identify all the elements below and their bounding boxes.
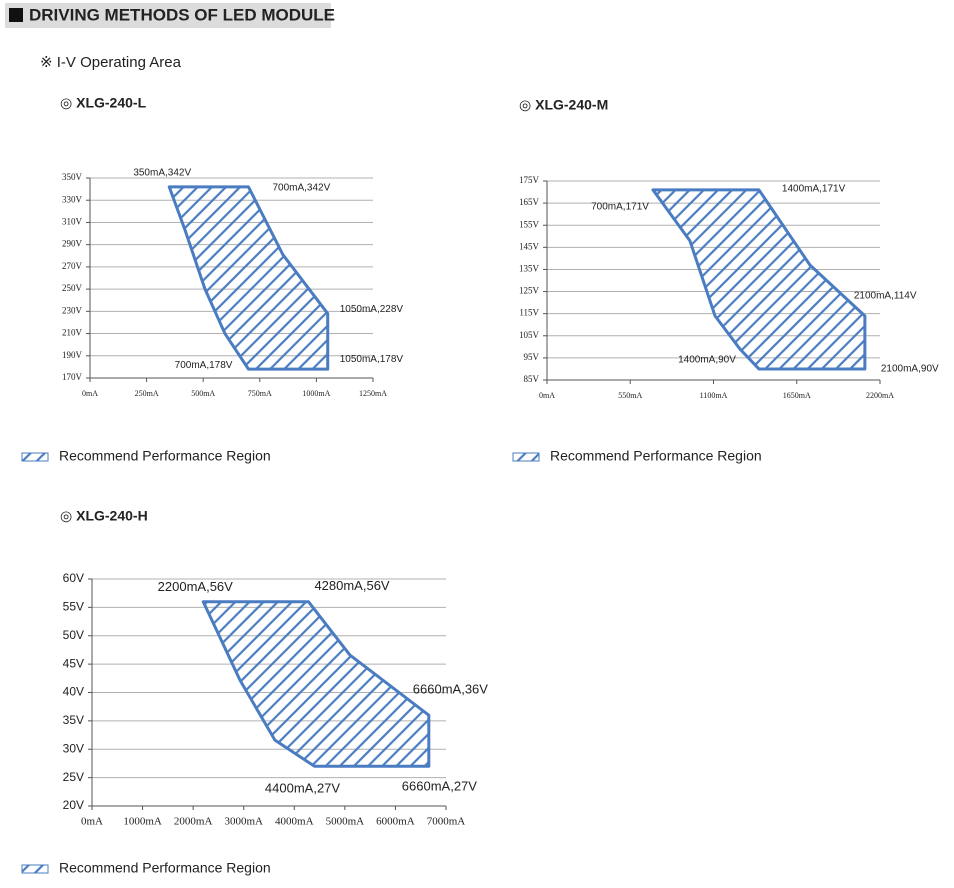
y-tick-label: 40V bbox=[63, 685, 84, 699]
x-tick-label: 750mA bbox=[248, 389, 272, 398]
y-tick-label: 60V bbox=[63, 571, 84, 585]
annotation: 1050mA,178V bbox=[340, 354, 404, 365]
y-tick-label: 30V bbox=[63, 741, 84, 755]
annotation: 700mA,342V bbox=[272, 183, 330, 194]
x-tick-label: 0mA bbox=[81, 816, 103, 828]
y-tick-label: 165V bbox=[519, 197, 540, 207]
y-tick-label: 155V bbox=[519, 219, 540, 229]
page-title: DRIVING METHODS OF LED MODULE bbox=[29, 5, 335, 24]
y-tick-label: 290V bbox=[62, 239, 83, 249]
x-tick-label: 3000mA bbox=[224, 816, 263, 828]
y-tick-label: 210V bbox=[62, 328, 83, 338]
title-bullet bbox=[9, 8, 23, 22]
y-tick-label: 95V bbox=[524, 352, 540, 362]
y-tick-label: 250V bbox=[62, 283, 83, 293]
legend-label: Recommend Performance Region bbox=[59, 860, 271, 876]
x-tick-label: 2200mA bbox=[866, 391, 894, 400]
annotation: 1050mA,228V bbox=[340, 304, 404, 315]
annotation: 350mA,342V bbox=[133, 168, 191, 179]
region bbox=[167, 185, 330, 371]
y-tick-label: 115V bbox=[519, 308, 539, 318]
annotation: 700mA,171V bbox=[591, 201, 649, 212]
x-tick-label: 0mA bbox=[539, 391, 555, 400]
annotation: 6660mA,36V bbox=[413, 682, 488, 697]
annotation: 4400mA,27V bbox=[265, 781, 340, 796]
legend-swatch bbox=[21, 452, 49, 462]
annotation: 2100mA,114V bbox=[854, 291, 917, 302]
y-tick-label: 85V bbox=[524, 374, 540, 384]
annotation: 2100mA,90V bbox=[881, 364, 939, 375]
y-tick-label: 175V bbox=[519, 175, 540, 185]
legend-label: Recommend Performance Region bbox=[59, 448, 271, 464]
section-subtitle: ※ I-V Operating Area bbox=[40, 54, 182, 71]
y-tick-label: 45V bbox=[63, 656, 84, 670]
y-tick-label: 125V bbox=[519, 286, 540, 296]
y-tick-label: 50V bbox=[63, 628, 84, 642]
y-tick-label: 310V bbox=[62, 217, 83, 227]
legend-label: Recommend Performance Region bbox=[550, 448, 762, 464]
x-tick-label: 5000mA bbox=[326, 816, 365, 828]
x-tick-label: 1000mA bbox=[302, 389, 330, 398]
annotation: 4280mA,56V bbox=[314, 578, 389, 593]
legend-swatch bbox=[512, 452, 540, 462]
y-tick-label: 55V bbox=[63, 600, 84, 614]
y-tick-label: 190V bbox=[62, 350, 83, 360]
annotation: 2200mA,56V bbox=[158, 579, 233, 594]
annotation: 1400mA,171V bbox=[782, 183, 846, 194]
y-tick-label: 105V bbox=[519, 330, 540, 340]
legend-swatch bbox=[21, 864, 49, 874]
x-tick-label: 1100mA bbox=[700, 391, 728, 400]
y-tick-label: 350V bbox=[62, 172, 83, 182]
y-tick-label: 135V bbox=[519, 264, 540, 274]
x-tick-label: 4000mA bbox=[275, 816, 314, 828]
x-tick-label: 1250mA bbox=[359, 389, 387, 398]
annotation: 6660mA,27V bbox=[402, 779, 477, 794]
y-tick-label: 20V bbox=[63, 798, 84, 812]
y-tick-label: 25V bbox=[63, 770, 84, 784]
x-tick-label: 500mA bbox=[191, 389, 215, 398]
x-tick-label: 1650mA bbox=[783, 391, 811, 400]
chart-title: ◎ XLG-240-L bbox=[60, 95, 147, 111]
x-tick-label: 7000mA bbox=[427, 816, 466, 828]
y-tick-label: 330V bbox=[62, 194, 83, 204]
annotation: 700mA,178V bbox=[175, 360, 233, 371]
x-tick-label: 2000mA bbox=[174, 816, 213, 828]
title-bar bbox=[5, 3, 331, 28]
region bbox=[201, 600, 431, 768]
x-tick-label: 1000mA bbox=[123, 816, 162, 828]
x-tick-label: 250mA bbox=[135, 389, 159, 398]
x-tick-label: 0mA bbox=[82, 389, 98, 398]
y-tick-label: 35V bbox=[63, 713, 84, 727]
chart-title: ◎ XLG-240-H bbox=[60, 508, 148, 524]
chart-title: ◎ XLG-240-M bbox=[519, 97, 608, 113]
y-tick-label: 230V bbox=[62, 305, 83, 315]
y-tick-label: 170V bbox=[62, 372, 83, 382]
x-tick-label: 550mA bbox=[618, 391, 642, 400]
y-tick-label: 270V bbox=[62, 261, 83, 271]
region bbox=[651, 188, 867, 371]
x-tick-label: 6000mA bbox=[376, 816, 415, 828]
annotation: 1400mA,90V bbox=[678, 355, 736, 366]
y-tick-label: 145V bbox=[519, 241, 540, 251]
